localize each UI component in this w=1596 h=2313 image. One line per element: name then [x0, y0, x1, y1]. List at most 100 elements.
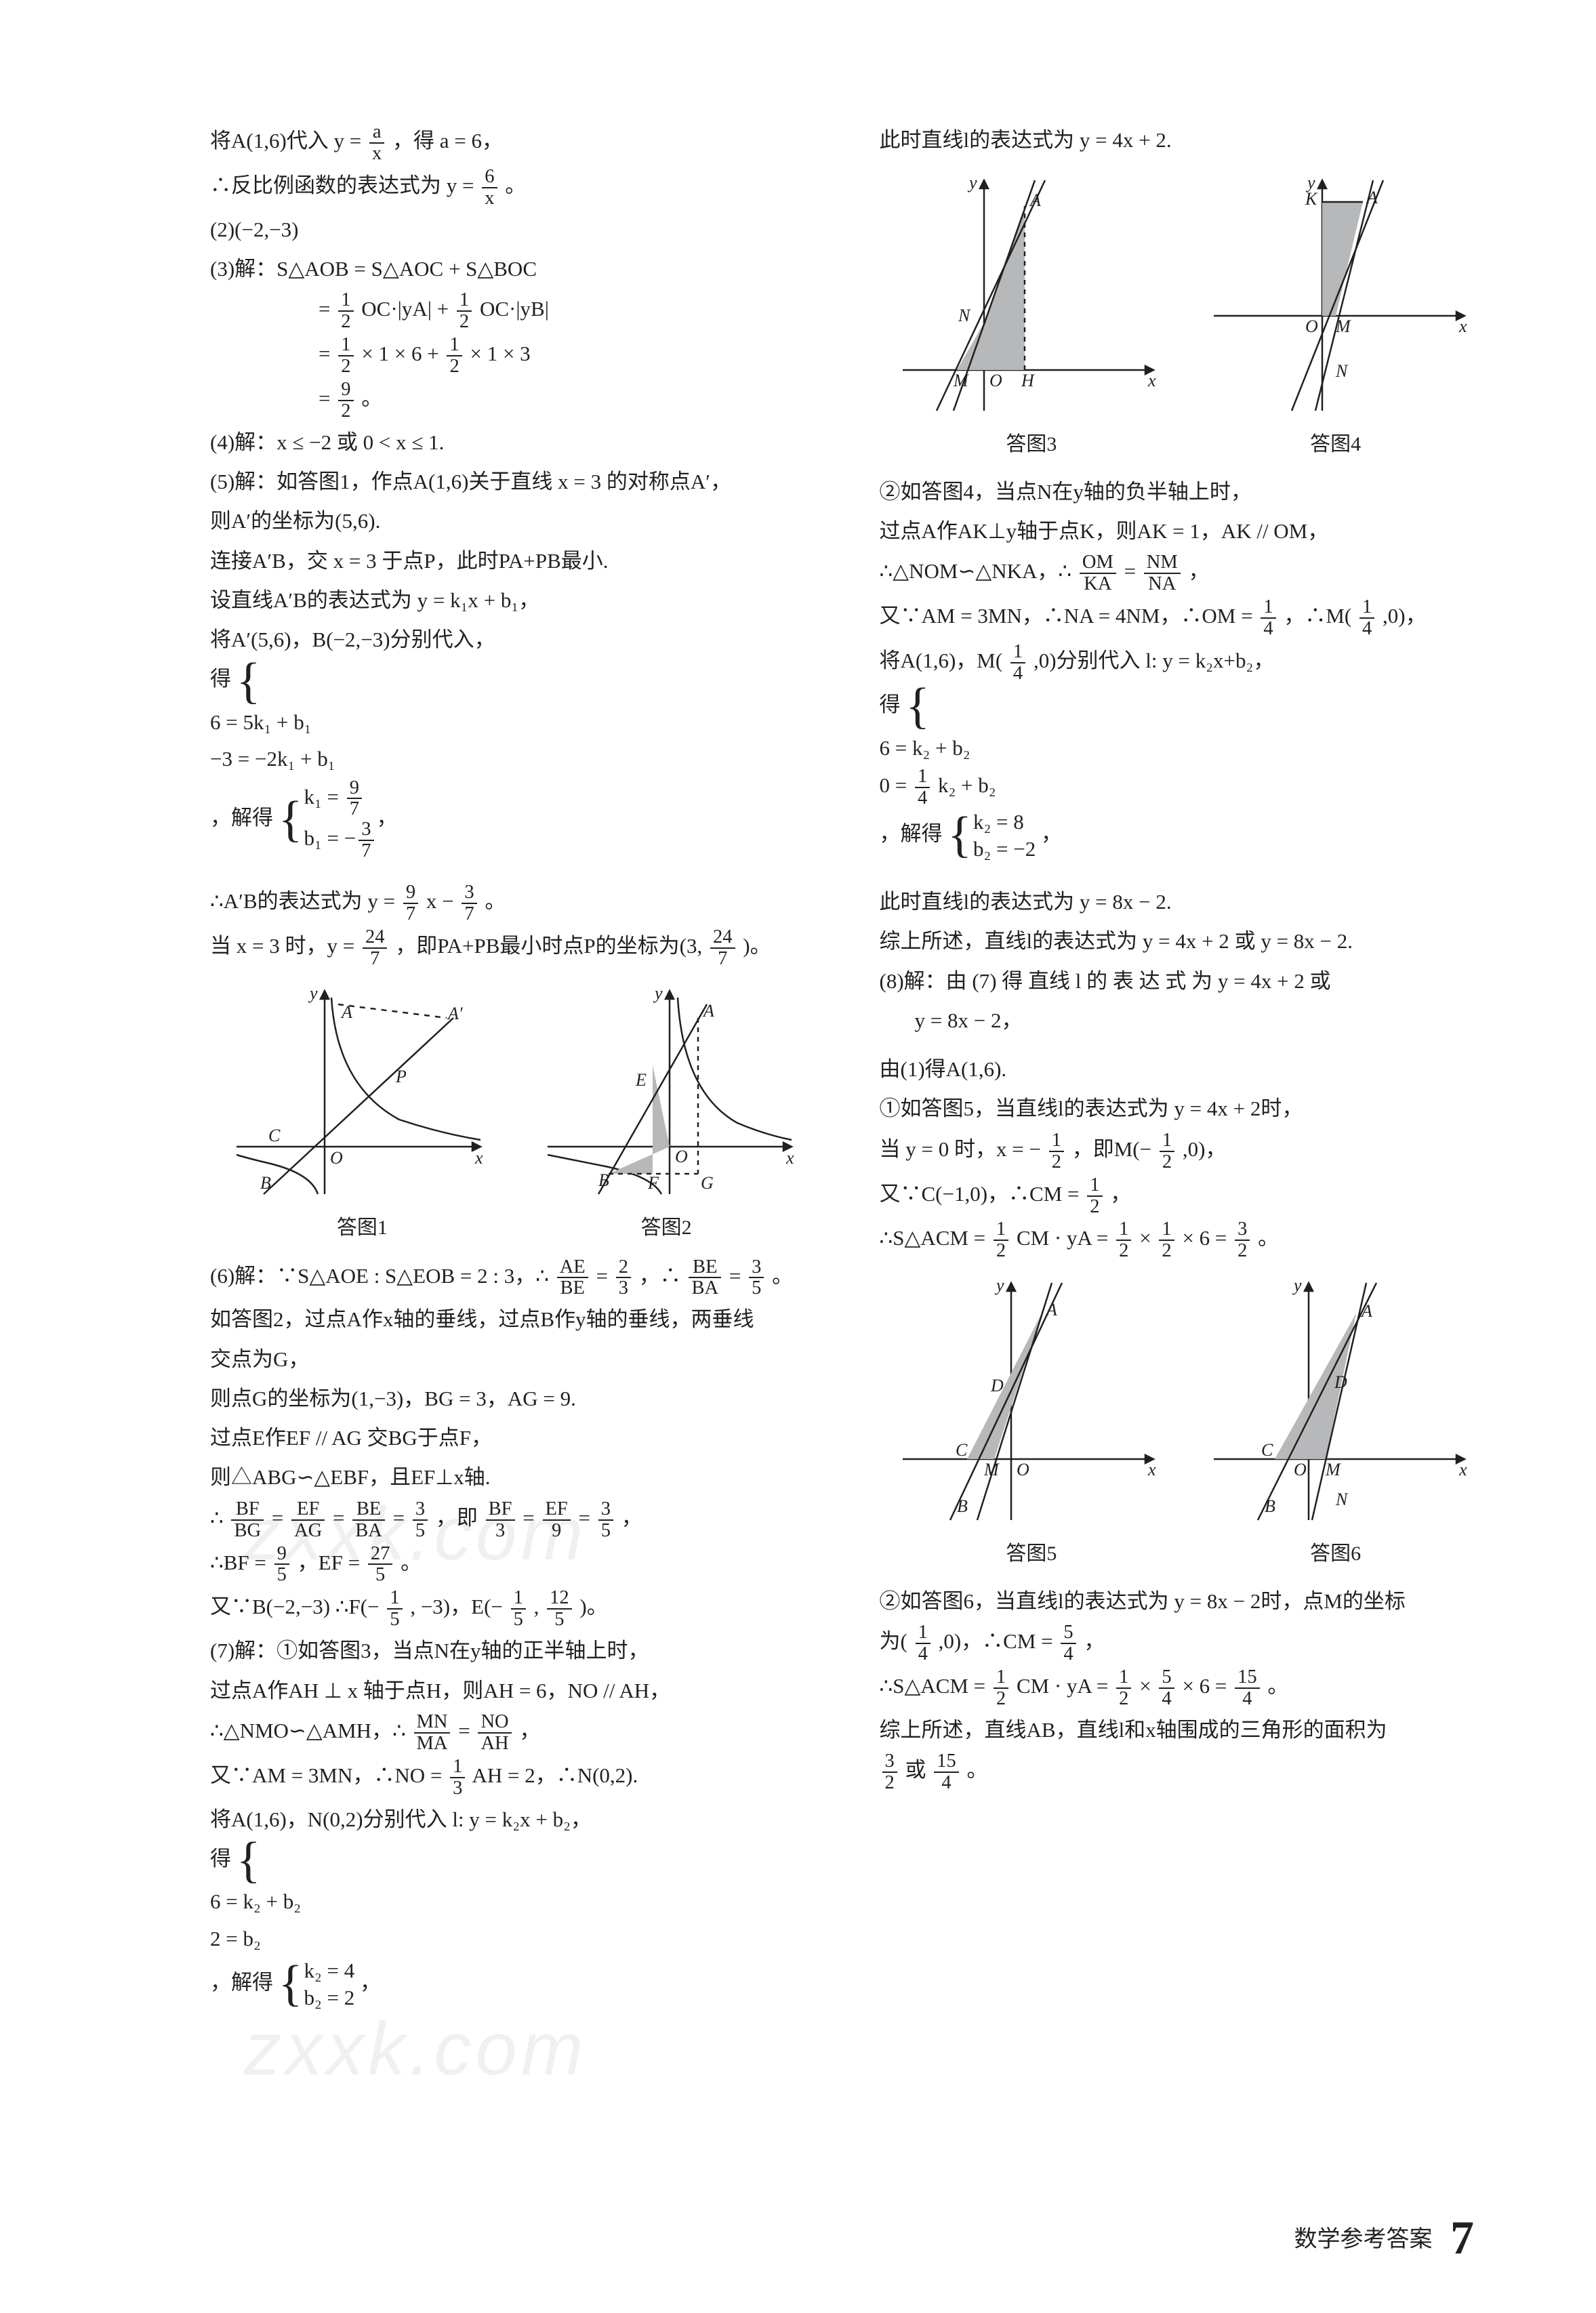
text-line: 32 或 154 。: [880, 1751, 1488, 1793]
equation-system: {: [905, 687, 931, 727]
svg-text:A: A: [340, 1002, 352, 1022]
column-right: 此时直线l的表达式为 y = 4x + 2. OHxy ANM: [880, 122, 1488, 2033]
text-line: 将A′(5,6)，B(−2,−3)分别代入，: [210, 621, 819, 658]
answer-figure-4: Oxy AK MN: [1200, 167, 1478, 424]
answer-figure-3: OHxy ANM: [889, 167, 1167, 424]
text: OC·|yB|: [480, 297, 549, 321]
text-line: 此时直线l的表达式为 y = 4x + 2.: [880, 122, 1488, 159]
text: )。: [743, 934, 771, 958]
text-line: (4)解：x ≤ −2 或 0 < x ≤ 1.: [210, 424, 819, 461]
svg-text:D: D: [990, 1376, 1004, 1395]
svg-text:E: E: [635, 1070, 647, 1090]
svg-text:x: x: [1147, 371, 1156, 390]
text: x −: [426, 889, 459, 913]
page-footer: 数学参考答案 7: [1294, 2211, 1475, 2266]
svg-text:A: A: [1045, 1300, 1057, 1319]
fraction: 97: [401, 882, 421, 924]
text-line: 将A(1,6)，N(0,2)分别代入 l: y = k₂x + b₂，: [210, 1801, 819, 1838]
text: =: [319, 342, 335, 365]
fraction: 247: [708, 927, 738, 969]
figure-pair: OHxy ANM Oxy AK: [880, 167, 1488, 424]
svg-text:B: B: [598, 1170, 609, 1190]
text-line: 为( 14 ,0)，∴CM = 54 ，: [880, 1622, 1488, 1664]
text-line: 将A(1,6)，M( 14 ,0)分别代入 l: y = k₂x+b₂，: [880, 642, 1488, 684]
text: × 1 × 6 +: [361, 342, 444, 365]
svg-text:x: x: [1458, 316, 1467, 336]
svg-text:M: M: [983, 1460, 1000, 1479]
svg-text:y: y: [1292, 1275, 1302, 1295]
text-line: 交点为G，: [210, 1341, 819, 1378]
svg-text:M: M: [953, 371, 969, 390]
text-line: 当 x = 3 时，y = 247 ，即PA+PB最小时点P的坐标为(3, 24…: [210, 927, 819, 969]
caption: 答图2: [641, 1210, 692, 1246]
text: 得: [210, 667, 231, 691]
text-line: 则点G的坐标为(1,−3)，BG = 3，AG = 9.: [210, 1380, 819, 1417]
text-line: = 92 。: [210, 380, 819, 422]
svg-text:A: A: [1366, 188, 1378, 207]
text-line: (5)解：如答图1，作点A(1,6)关于直线 x = 3 的对称点A′，: [210, 464, 819, 500]
text-line: 又∵AM = 3MN，∴NA = 4NM，∴OM = 14 ，∴M( 14 ,0…: [880, 597, 1488, 639]
text-line: y = 8x − 2，: [880, 1002, 1488, 1039]
text: ，解得: [210, 806, 273, 830]
figure-captions: 答图1 答图2: [210, 1210, 819, 1246]
text-line: ∴BF = 95 ，EF = 275 。: [210, 1544, 819, 1586]
text-line: = 12 OC·|yA| + 12 OC·|yB|: [210, 290, 819, 332]
svg-text:C: C: [1261, 1440, 1273, 1460]
svg-text:C: C: [956, 1440, 968, 1460]
text: ，得 a = 6，: [392, 129, 503, 152]
caption: 答图1: [337, 1210, 388, 1246]
text-line: 由(1)得A(1,6).: [880, 1051, 1488, 1088]
text-line: ②如答图4，当点N在y轴的负半轴上时，: [880, 474, 1488, 510]
equation-system: {: [237, 1841, 262, 1881]
equation-system: {: [237, 661, 262, 702]
text-line: 得 {: [880, 687, 1488, 727]
text-line: 则△ABG∽△EBF，且EF⊥x轴.: [210, 1459, 819, 1496]
column-left: 将A(1,6)代入 y = ax ，得 a = 6， ∴反比例函数的表达式为 y…: [210, 122, 819, 2033]
footer-label: 数学参考答案: [1294, 2227, 1433, 2252]
text: OC·|yA| +: [361, 297, 454, 321]
svg-text:M: M: [1335, 316, 1351, 336]
svg-text:K: K: [1305, 189, 1318, 209]
text-line: (7)解：①如答图3，当点N在y轴的正半轴上时，: [210, 1633, 819, 1669]
text-line: (6)解：∵S△AOE : S△EOB = 2 : 3，∴ AEBE = 23 …: [210, 1257, 819, 1299]
text-line: 又∵C(−1,0)，∴CM = 12 ，: [880, 1175, 1488, 1217]
text: ∴A′B的表达式为 y =: [210, 889, 401, 913]
text: × 1 × 3: [470, 342, 530, 365]
page-number: 7: [1438, 2212, 1474, 2264]
caption: 答图3: [1006, 427, 1057, 463]
fraction: 247: [360, 927, 390, 969]
svg-text:O: O: [675, 1147, 688, 1166]
figure-captions: 答图3 答图4: [880, 427, 1488, 463]
text-line: (8)解：由 (7) 得 直线 l 的 表 达 式 为 y = 4x + 2 或: [880, 963, 1488, 1000]
text: =: [319, 386, 335, 410]
svg-text:D: D: [1334, 1372, 1347, 1392]
svg-text:B: B: [260, 1173, 271, 1193]
text-line: 过点A作AK⊥y轴于点K，则AK = 1，AK // OM，: [880, 513, 1488, 550]
svg-text:y: y: [308, 983, 318, 1003]
answer-figure-1: Oxy AA′ PB C: [223, 977, 494, 1208]
text-line: 将A(1,6)代入 y = ax ，得 a = 6，: [210, 122, 819, 164]
text-line: 又∵B(−2,−3) ∴F(− 15 , −3)，E(− 15 , 125 )。: [210, 1588, 819, 1630]
text-line: ∴S△ACM = 12 CM · yA = 12 × 12 × 6 = 32 。: [880, 1219, 1488, 1261]
page: zxxk.com zxxk.com 将A(1,6)代入 y = ax ，得 a …: [0, 0, 1596, 2313]
fraction: 12: [335, 335, 356, 377]
text: 。: [485, 889, 506, 913]
svg-text:F: F: [647, 1173, 659, 1193]
text-line: ∴△NMO∽△AMH，∴ MNMA = NOAH ，: [210, 1712, 819, 1754]
svg-text:x: x: [1458, 1460, 1467, 1479]
text: ∴反比例函数的表达式为 y =: [210, 173, 479, 197]
svg-text:A: A: [702, 1001, 714, 1021]
svg-text:B: B: [1265, 1496, 1275, 1516]
svg-text:y: y: [967, 173, 977, 192]
text: 。: [361, 386, 382, 410]
text-line: 过点A作AH ⊥ x 轴于点H，则AH = 6，NO // AH，: [210, 1673, 819, 1709]
text-line: ①如答图5，当直线l的表达式为 y = 4x + 2时，: [880, 1090, 1488, 1127]
text-line: (2)(−2,−3): [210, 211, 819, 248]
text-line: 当 y = 0 时，x = − 12 ，即M(− 12 ,0)，: [880, 1130, 1488, 1172]
svg-text:x: x: [785, 1148, 794, 1168]
svg-text:N: N: [958, 306, 971, 325]
answer-figure-6: Oxy AB CD MN: [1200, 1269, 1478, 1534]
fraction: 12: [335, 290, 356, 332]
text-line: 连接A′B，交 x = 3 于点P，此时PA+PB最小.: [210, 543, 819, 579]
caption: 答图4: [1310, 427, 1361, 463]
